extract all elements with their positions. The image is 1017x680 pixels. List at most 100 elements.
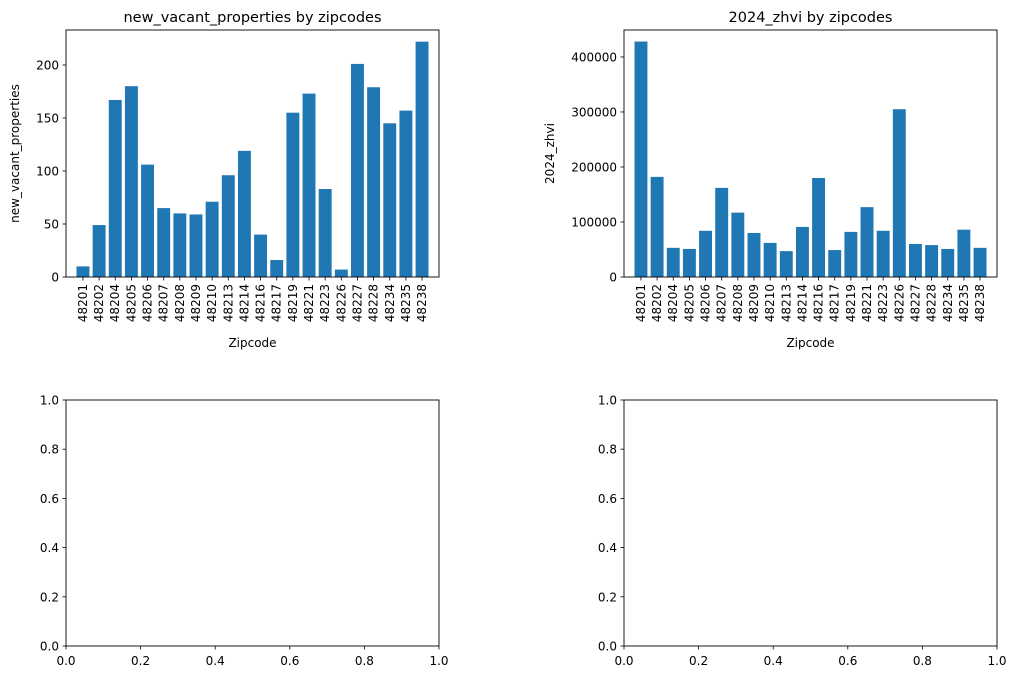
x-tick-label: 48235 — [399, 284, 413, 322]
bar-48226 — [334, 269, 348, 277]
bar-48207 — [715, 187, 729, 277]
bar-48227 — [351, 63, 364, 277]
bar-48221 — [860, 207, 874, 277]
x-axis-label: Zipcode — [228, 336, 276, 350]
bar-48235 — [957, 229, 971, 277]
bar-48206 — [699, 230, 712, 277]
bar-48201 — [634, 41, 648, 277]
bar-48219 — [844, 231, 858, 277]
x-tick-label: 48206 — [699, 284, 713, 322]
x-tick-label: 48207 — [715, 284, 729, 322]
bar-48205 — [124, 86, 138, 278]
x-tick-label: 48216 — [254, 284, 268, 322]
x-tick-label: 48223 — [876, 284, 890, 322]
axes-frame — [65, 399, 440, 647]
x-tick-label: 48226 — [334, 284, 348, 322]
y-tick-label: 50 — [44, 217, 59, 231]
x-tick-label: 48201 — [634, 284, 648, 322]
y-axis-label: 2024_zhvi — [543, 123, 557, 184]
bar-48219 — [286, 112, 300, 277]
bar-48208 — [173, 213, 187, 277]
bar-48207 — [157, 208, 171, 277]
x-tick-label: 0.2 — [131, 654, 150, 668]
y-tick-label: 0.0 — [40, 640, 59, 654]
x-tick-label: 48219 — [844, 284, 858, 322]
x-tick-label: 48216 — [812, 284, 826, 322]
x-tick-label: 1.0 — [987, 654, 1006, 668]
bar-48234 — [383, 123, 397, 277]
x-tick-label: 48234 — [383, 284, 397, 322]
x-tick-label: 48213 — [221, 284, 235, 322]
x-tick-label: 48213 — [779, 284, 793, 322]
x-tick-label: 48205 — [124, 284, 138, 322]
bar-48214 — [795, 226, 809, 277]
x-tick-label: 48226 — [892, 284, 906, 322]
x-tick-label: 48204 — [666, 284, 680, 322]
x-tick-label: 48235 — [957, 284, 971, 322]
bar-48206 — [141, 164, 154, 277]
subplot-1: 48201 48202 48204 48205 48206 48207 48208 48209… — [8, 10, 440, 350]
x-tick-label: 48228 — [367, 284, 381, 322]
bar-48227 — [909, 243, 922, 277]
x-tick-label: 48227 — [350, 284, 364, 322]
bar-48216 — [254, 234, 268, 277]
x-tick-label: 48202 — [650, 284, 664, 322]
bar-48208 — [731, 212, 745, 277]
x-tick-label: 48214 — [237, 284, 251, 322]
x-tick-label: 48209 — [747, 284, 761, 322]
chart-title: 2024_zhvi by zipcodes — [729, 10, 893, 26]
x-tick-label: 48223 — [318, 284, 332, 322]
bar-48213 — [779, 251, 793, 277]
axes-frame — [623, 399, 998, 647]
y-tick-label: 400000 — [571, 50, 617, 64]
y-tick-label: 0.8 — [598, 443, 617, 457]
bar-48204 — [108, 99, 122, 277]
bar-48217 — [270, 260, 284, 277]
bar-48213 — [221, 175, 235, 277]
x-tick-label: 48205 — [682, 284, 696, 322]
x-tick-label: 48201 — [76, 284, 90, 322]
subplot-2: 48201 48202 48204 48205 48206 48207 48208 48209… — [543, 10, 998, 350]
bar-48205 — [682, 248, 696, 277]
bar-48201 — [76, 266, 90, 277]
y-tick-label: 200 — [36, 58, 59, 72]
subplot-4: 0.0 0.2 0.4 0.6 0.8 1.0 0.0 0.2 0.4 0.6 0.8 1.0 — [598, 394, 1007, 669]
x-tick-label: 1.0 — [429, 654, 448, 668]
x-tick-label: 48238 — [415, 284, 429, 322]
x-tick-label: 48228 — [925, 284, 939, 322]
x-tick-label: 0.0 — [56, 654, 75, 668]
x-tick-label: 48217 — [270, 284, 284, 322]
bar-48214 — [237, 150, 251, 277]
bar-48209 — [189, 214, 203, 277]
x-tick-label: 0.6 — [280, 654, 299, 668]
x-tick-label: 48209 — [189, 284, 203, 322]
bar-48216 — [812, 177, 826, 277]
bar-48228 — [925, 245, 939, 277]
x-tick-label: 48207 — [157, 284, 171, 322]
subplot-3: 0.0 0.2 0.4 0.6 0.8 1.0 0.0 0.2 0.4 0.6 0.8 1.0 — [40, 394, 449, 669]
x-tick-label: 48227 — [908, 284, 922, 322]
y-tick-label: 0.2 — [40, 590, 59, 604]
y-tick-label: 0 — [51, 271, 59, 285]
x-tick-label: 48208 — [731, 284, 745, 322]
y-tick-label: 200000 — [571, 160, 617, 174]
bar-48234 — [941, 248, 955, 277]
x-tick-label: 0.6 — [838, 654, 857, 668]
x-tick-label: 48208 — [173, 284, 187, 322]
y-axis-label: new_vacant_properties — [8, 84, 22, 223]
y-tick-label: 1.0 — [40, 394, 59, 408]
y-tick-label: 0.4 — [598, 541, 617, 555]
y-tick-label: 0.6 — [598, 492, 617, 506]
y-tick-label: 150 — [36, 111, 59, 125]
y-tick-label: 0 — [609, 271, 617, 285]
bar-48221 — [302, 93, 316, 277]
x-tick-label: 48206 — [141, 284, 155, 322]
bar-48238 — [415, 41, 429, 277]
bar-48238 — [973, 247, 987, 277]
y-tick-label: 100000 — [571, 215, 617, 229]
x-tick-label: 48219 — [286, 284, 300, 322]
x-axis-label: Zipcode — [786, 336, 834, 350]
bar-48210 — [205, 201, 219, 277]
bar-48209 — [747, 232, 761, 277]
